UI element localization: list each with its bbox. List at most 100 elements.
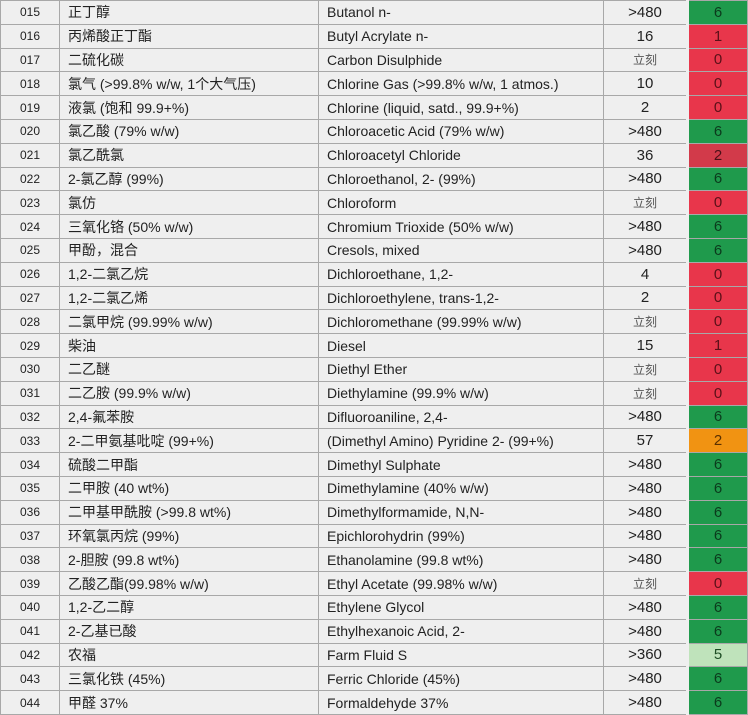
row-number: 034 xyxy=(0,452,60,477)
chinese-name: 1,2-乙二醇 xyxy=(59,594,319,620)
row-number: 031 xyxy=(0,380,60,406)
table-row: 038 2-胆胺 (99.8 wt%) Ethanolamine (99.8 wt%… xyxy=(0,547,748,573)
english-name: Chloroethanol, 2- (99%) xyxy=(318,166,604,192)
row-number: 025 xyxy=(0,237,60,263)
row-number: 022 xyxy=(0,166,60,192)
english-name: Farm Fluid S xyxy=(318,642,604,668)
breakthrough-time: 15 xyxy=(603,333,688,358)
chinese-name: 2-二甲氨基吡啶 (99+%) xyxy=(59,428,319,454)
chinese-name: 二乙胺 (99.9% w/w) xyxy=(59,380,319,406)
breakthrough-time: 4 xyxy=(603,261,688,287)
english-name: Cresols, mixed xyxy=(318,237,604,263)
english-name: Butanol n- xyxy=(318,0,604,25)
chinese-name: 乙酸乙酯(99.98% w/w) xyxy=(59,571,319,596)
performance-rating: 6 xyxy=(686,118,748,144)
performance-rating: 6 xyxy=(686,618,748,644)
row-number: 017 xyxy=(0,47,60,73)
english-name: Dichloroethane, 1,2- xyxy=(318,261,604,287)
row-number: 038 xyxy=(0,547,60,573)
table-row: 020 氯乙酸 (79% w/w) Chloroacetic Acid (79% w… xyxy=(0,118,748,144)
english-name: Ethyl Acetate (99.98% w/w) xyxy=(318,571,604,596)
performance-rating: 6 xyxy=(686,166,748,192)
table-row: 033 2-二甲氨基吡啶 (99+%) (Dimethyl Amino) Pyrid… xyxy=(0,428,748,454)
row-number: 024 xyxy=(0,214,60,239)
english-name: Ethanolamine (99.8 wt%) xyxy=(318,547,604,573)
table-row: 022 2-氯乙醇 (99%) Chloroethanol, 2- (99%) >48… xyxy=(0,166,748,192)
table-row: 021 氯乙酰氯 Chloroacetyl Chloride 36 2 xyxy=(0,142,748,168)
chinese-name: 农福 xyxy=(59,642,319,668)
chinese-name: 二氯甲烷 (99.99% w/w) xyxy=(59,309,319,335)
chinese-name: 氯乙酸 (79% w/w) xyxy=(59,118,319,144)
row-number: 016 xyxy=(0,23,60,49)
english-name: Chromium Trioxide (50% w/w) xyxy=(318,214,604,239)
breakthrough-time: >480 xyxy=(603,618,688,644)
english-name: Dichloromethane (99.99% w/w) xyxy=(318,309,604,335)
performance-rating: 1 xyxy=(686,23,748,49)
chinese-name: 三氧化铬 (50% w/w) xyxy=(59,214,319,239)
breakthrough-time: >480 xyxy=(603,404,688,430)
english-name: Chlorine Gas (>99.8% w/w, 1 atmos.) xyxy=(318,71,604,97)
breakthrough-time: >480 xyxy=(603,475,688,501)
performance-rating: 2 xyxy=(686,428,748,454)
breakthrough-time: >480 xyxy=(603,118,688,144)
performance-rating: 0 xyxy=(686,261,748,287)
table-row: 039 乙酸乙酯(99.98% w/w) Ethyl Acetate (99.98%… xyxy=(0,571,748,596)
english-name: Ethylhexanoic Acid, 2- xyxy=(318,618,604,644)
performance-rating: 6 xyxy=(686,690,748,715)
chinese-name: 液氯 (饱和 99.9+%) xyxy=(59,95,319,120)
english-name: Ferric Chloride (45%) xyxy=(318,666,604,692)
table-row: 035 二甲胺 (40 wt%) Dimethylamine (40% w/w) >4… xyxy=(0,475,748,501)
chinese-name: 二甲胺 (40 wt%) xyxy=(59,475,319,501)
row-number: 040 xyxy=(0,594,60,620)
row-number: 041 xyxy=(0,618,60,644)
table-row: 025 甲酚，混合 Cresols, mixed >480 6 xyxy=(0,237,748,263)
table-row: 028 二氯甲烷 (99.99% w/w) Dichloromethane (99.… xyxy=(0,309,748,335)
table-row: 018 氯气 (>99.8% w/w, 1个大气压) Chlorine Gas (>… xyxy=(0,71,748,97)
performance-rating: 0 xyxy=(686,309,748,335)
breakthrough-time: >360 xyxy=(603,642,688,668)
row-number: 043 xyxy=(0,666,60,692)
row-number: 030 xyxy=(0,356,60,382)
chinese-name: 2-氯乙醇 (99%) xyxy=(59,166,319,192)
table-row: 015 正丁醇 Butanol n- >480 6 xyxy=(0,0,748,25)
chinese-name: 2-胆胺 (99.8 wt%) xyxy=(59,547,319,573)
row-number: 036 xyxy=(0,499,60,525)
table-row: 024 三氧化铬 (50% w/w) Chromium Trioxide (50% … xyxy=(0,214,748,239)
chinese-name: 二甲基甲酰胺 (>99.8 wt%) xyxy=(59,499,319,525)
table-row: 027 1,2-二氯乙烯 Dichloroethylene, trans-1,2- 2… xyxy=(0,285,748,311)
table-row: 026 1,2-二氯乙烷 Dichloroethane, 1,2- 4 0 xyxy=(0,261,748,287)
performance-rating: 6 xyxy=(686,523,748,549)
chinese-name: 柴油 xyxy=(59,333,319,358)
breakthrough-time: 57 xyxy=(603,428,688,454)
breakthrough-time: 立刻 xyxy=(603,356,688,382)
row-number: 018 xyxy=(0,71,60,97)
table-row: 041 2-乙基已酸 Ethylhexanoic Acid, 2- >480 6 xyxy=(0,618,748,644)
performance-rating: 0 xyxy=(686,71,748,97)
performance-rating: 6 xyxy=(686,499,748,525)
performance-rating: 0 xyxy=(686,285,748,311)
row-number: 019 xyxy=(0,95,60,120)
breakthrough-time: >480 xyxy=(603,0,688,25)
english-name: Chloroacetic Acid (79% w/w) xyxy=(318,118,604,144)
breakthrough-time: >480 xyxy=(603,499,688,525)
breakthrough-time: 立刻 xyxy=(603,380,688,406)
english-name: (Dimethyl Amino) Pyridine 2- (99+%) xyxy=(318,428,604,454)
performance-rating: 6 xyxy=(686,475,748,501)
table-row: 043 三氯化铁 (45%) Ferric Chloride (45%) >480 6 xyxy=(0,666,748,692)
breakthrough-time: >480 xyxy=(603,666,688,692)
row-number: 032 xyxy=(0,404,60,430)
table-row: 034 硫酸二甲酯 Dimethyl Sulphate >480 6 xyxy=(0,452,748,477)
english-name: Dimethylamine (40% w/w) xyxy=(318,475,604,501)
english-name: Ethylene Glycol xyxy=(318,594,604,620)
breakthrough-time: >480 xyxy=(603,547,688,573)
row-number: 020 xyxy=(0,118,60,144)
chinese-name: 丙烯酸正丁酯 xyxy=(59,23,319,49)
breakthrough-time: 立刻 xyxy=(603,190,688,216)
row-number: 033 xyxy=(0,428,60,454)
table-row: 017 二硫化碳 Carbon Disulphide 立刻 0 xyxy=(0,47,748,73)
row-number: 035 xyxy=(0,475,60,501)
performance-rating: 6 xyxy=(686,237,748,263)
row-number: 015 xyxy=(0,0,60,25)
performance-rating: 2 xyxy=(686,142,748,168)
